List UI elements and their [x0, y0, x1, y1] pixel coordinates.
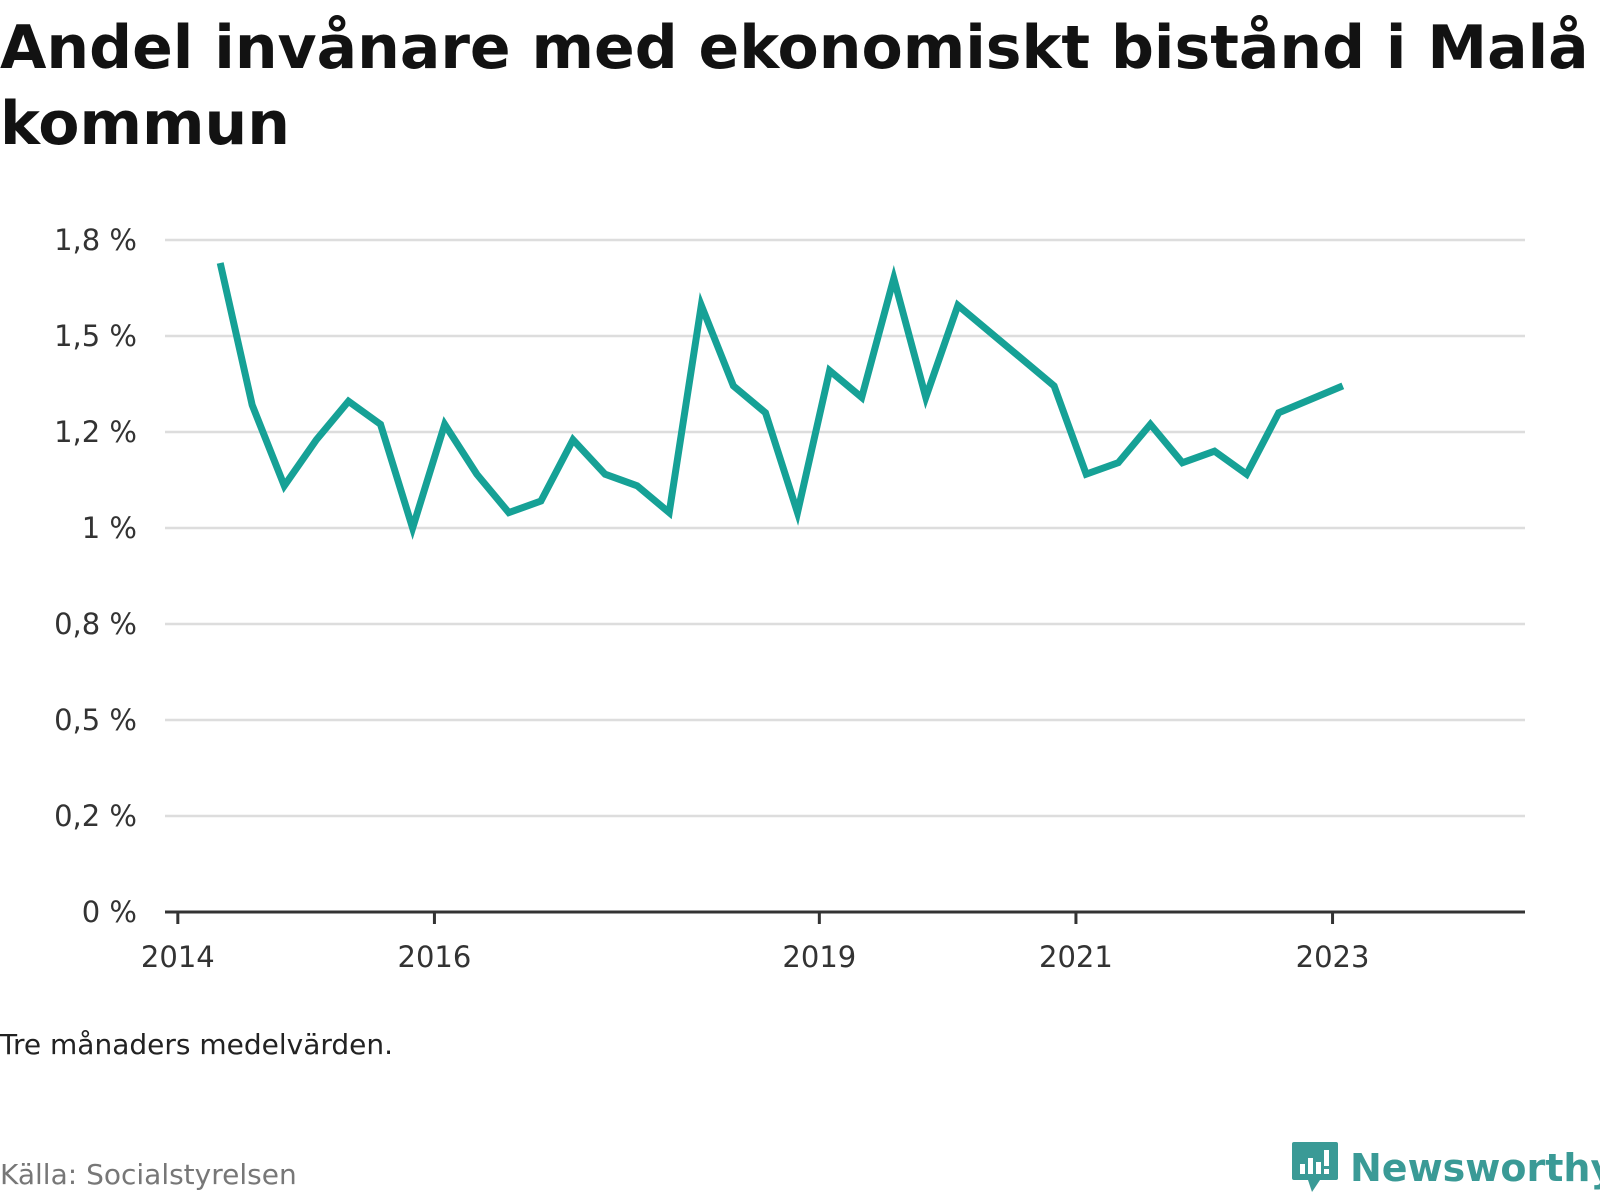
y-tick-label: 1 % [82, 511, 137, 545]
chart-title: Andel invånare med ekonomiskt bistånd i … [0, 13, 1589, 159]
newsworthy-chart-bubble-icon [1292, 1142, 1338, 1192]
x-tick-label: 2016 [398, 940, 472, 974]
series-layer [216, 262, 1345, 540]
x-tick-label: 2019 [782, 940, 856, 974]
chart-note: Tre månaders medelvärden. [0, 1028, 394, 1061]
y-tick-label: 0 % [82, 895, 137, 929]
y-tick-label: 0,2 % [54, 799, 137, 833]
grid-lines [165, 238, 1525, 818]
y-tick-label: 1,8 % [54, 223, 137, 257]
line-chart: 0 % 0,2 % 0,5 % 0,8 % 1 % 1,2 % 1,5 % 1,8 % 201… [54, 223, 1525, 974]
x-tick-label: 2023 [1296, 940, 1370, 974]
source-credit: Källa: Socialstyrelsen [0, 1158, 297, 1191]
y-axis-ticks: 0 % 0,2 % 0,5 % 0,8 % 1 % 1,2 % 1,5 % 1,8 % [54, 223, 137, 929]
y-tick-label: 1,2 % [54, 415, 137, 449]
x-tick-label: 2014 [141, 940, 215, 974]
y-tick-label: 1,5 % [54, 319, 137, 353]
y-tick-label: 0,8 % [54, 607, 137, 641]
brand-logo: Newsworthy [1290, 1140, 1600, 1196]
brand-name: Newsworthy [1350, 1146, 1600, 1190]
y-tick-label: 0,5 % [54, 703, 137, 737]
series-line [216, 262, 1345, 540]
x-tick-label: 2021 [1039, 940, 1113, 974]
x-axis: 2014 2016 2019 2021 2023 [141, 910, 1525, 974]
